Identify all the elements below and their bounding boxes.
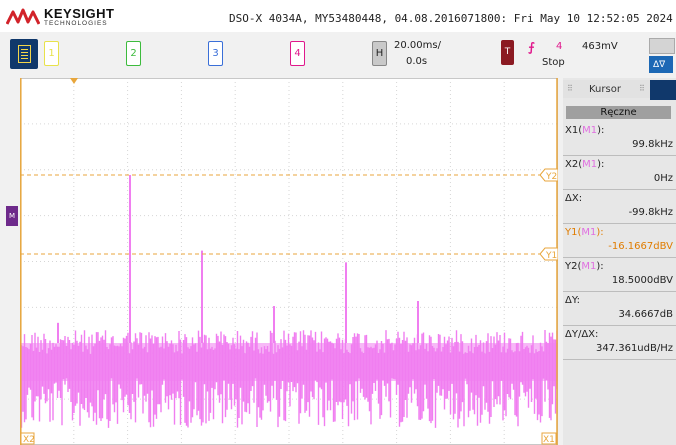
cursor-readout-label: X1(M1): — [565, 125, 605, 136]
instrument-info: DSO-X 4034A, MY53480448, 04.08.201607180… — [229, 12, 673, 25]
right-margin — [558, 78, 563, 445]
trigger-button[interactable]: T — [501, 40, 514, 65]
channel-1-button[interactable]: 1 — [44, 41, 59, 66]
cursor-x1-tag: X1 — [543, 435, 555, 445]
title-bar: KEYSIGHT TECHNOLOGIES DSO-X 4034A, MY534… — [0, 0, 676, 32]
cursor-readout-value: 0Hz — [653, 173, 673, 184]
channel-3-button[interactable]: 3 — [208, 41, 223, 66]
cursor-source-label: M1 — [581, 261, 597, 272]
cursor-readout-value: 34.6667dB — [618, 309, 673, 320]
cursor-lines[interactable]: Y2 Y1 X2 X1 — [20, 78, 558, 445]
trigger-position-marker — [70, 78, 78, 84]
cursor-mode-field[interactable]: Ręczne — [566, 106, 671, 119]
horizontal-button[interactable]: H — [372, 41, 387, 66]
cursor-readout-label: Y1(M1): — [565, 227, 604, 238]
cursor-readout-row[interactable]: X1(M1): 99.8kHz — [563, 122, 676, 156]
display-toggle-button[interactable] — [649, 38, 675, 54]
cursor-readout-value: -99.8kHz — [628, 207, 673, 218]
drag-handle-icon[interactable]: ⠿ — [639, 84, 645, 93]
brand-name: KEYSIGHT — [44, 6, 115, 21]
cursor-readout-value: 99.8kHz — [632, 139, 673, 150]
channel-bar: 1 2 3 4 H 20.00ms/ 0.0s T ⨍ 4 463mV Stop… — [0, 32, 676, 78]
cursor-readout-label: Y2(M1): — [565, 261, 604, 272]
noise-floor-band — [20, 343, 558, 381]
cursor-y1-tag-box — [539, 247, 558, 261]
left-margin — [0, 78, 20, 445]
main-menu-button[interactable] — [10, 39, 38, 69]
cursor-readout-row[interactable]: Y2(M1): 18.5000dBV — [563, 258, 676, 292]
cursor-readout-label: ΔX: — [565, 193, 583, 204]
waveform-display[interactable]: Y2 Y1 X2 X1 — [20, 78, 558, 445]
cursor-panel-title: Kursor — [589, 84, 621, 95]
cursor-source-label: M1 — [582, 125, 598, 136]
math-channel-marker[interactable]: M — [6, 206, 18, 226]
timebase-value: 20.00ms/ — [394, 40, 441, 51]
cursor-mode-button[interactable]: Δ∇ — [649, 56, 673, 73]
cursor-readout-row[interactable]: Y1(M1): -16.1667dBV — [563, 224, 676, 258]
trigger-edge-icon: ⨍ — [528, 40, 535, 54]
cursor-y2-tag: Y2 — [545, 172, 557, 182]
channel-2-button[interactable]: 2 — [126, 41, 141, 66]
cursor-source-label: M1 — [581, 227, 597, 238]
brand-subtitle: TECHNOLOGIES — [44, 20, 108, 27]
trigger-source: 4 — [556, 41, 563, 52]
cursor-readout-row[interactable]: X2(M1): 0Hz — [563, 156, 676, 190]
cursor-readout-row[interactable]: ΔY/ΔX: 347.361udB/Hz — [563, 326, 676, 360]
run-status: Stop — [542, 57, 565, 68]
cursor-panel-header[interactable]: ⠿ Kursor ⠿ — [563, 80, 676, 100]
cursor-x2-tag: X2 — [23, 435, 35, 445]
trigger-level: 463mV — [582, 41, 618, 52]
cursor-readout-value: 347.361udB/Hz — [595, 343, 673, 354]
cursor-readout-value: 18.5000dBV — [611, 275, 673, 286]
cursor-readout-label: ΔY: — [565, 295, 580, 306]
svg-text:Δ∇: Δ∇ — [653, 60, 666, 70]
cursor-source-label: M1 — [582, 159, 598, 170]
cursor-x2-tag-box — [20, 432, 35, 445]
document-icon — [18, 45, 31, 63]
cursor-delta-icon: Δ∇ — [653, 60, 666, 70]
cursor-readout-value: -16.1667dBV — [608, 241, 673, 252]
waveform-trace — [20, 175, 558, 428]
cursor-panel: ⠿ Kursor ⠿ Ręczne X1(M1): 99.8kHz X2(M1): 0… — [563, 78, 676, 445]
cursor-y2-tag-box — [539, 168, 558, 182]
delay-value: 0.0s — [406, 56, 428, 67]
cursor-readout-label: ΔY/ΔX: — [565, 329, 599, 340]
cursor-readout-label: X2(M1): — [565, 159, 605, 170]
drag-handle-icon[interactable]: ⠿ — [567, 84, 573, 93]
cursor-x1-tag-box — [541, 432, 557, 445]
cursor-readout-row[interactable]: ΔX: -99.8kHz — [563, 190, 676, 224]
cursor-panel-tab[interactable] — [650, 80, 676, 100]
cursor-y1-tag: Y1 — [545, 251, 557, 261]
cursor-readout-row[interactable]: ΔY: 34.6667dB — [563, 292, 676, 326]
keysight-logo-icon — [6, 8, 40, 25]
channel-4-button[interactable]: 4 — [290, 41, 305, 66]
